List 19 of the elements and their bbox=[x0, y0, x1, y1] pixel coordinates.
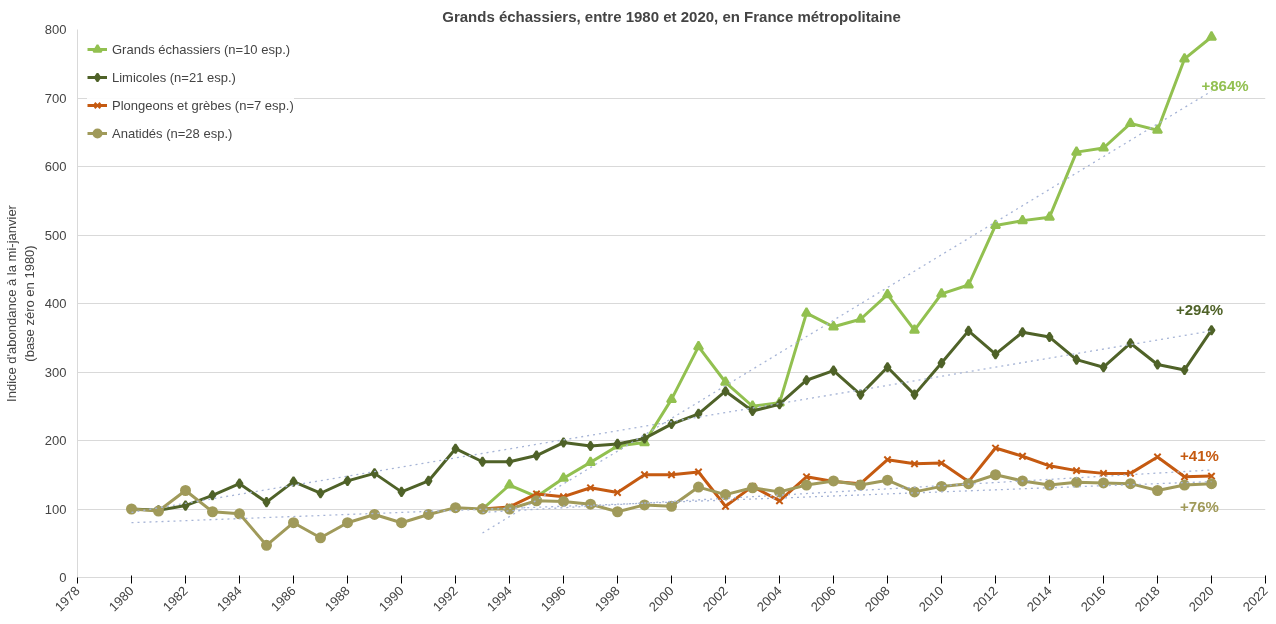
annotation: +76% bbox=[1180, 497, 1219, 515]
annotation: +864% bbox=[1201, 77, 1249, 95]
annotation: +294% bbox=[1175, 301, 1224, 319]
y-tick-label: 0 bbox=[59, 570, 67, 585]
legend-label: Anatidés (n=28 esp.) bbox=[112, 125, 233, 141]
y-tick-label: 200 bbox=[44, 433, 67, 448]
y-tick-label: 500 bbox=[44, 227, 67, 243]
legend-label: Grands échassiers (n=10 esp.) bbox=[112, 41, 291, 57]
chart-title: Grands échassiers, entre 1980 et 2020, en France métropolitaine bbox=[442, 7, 901, 25]
y-tick-label: 300 bbox=[44, 364, 67, 380]
y-tick-label: 800 bbox=[44, 22, 67, 37]
legend-label: Limicoles (n=21 esp.) bbox=[112, 69, 236, 85]
annotation: +41% bbox=[1180, 447, 1219, 465]
y-tick-label: 100 bbox=[44, 501, 67, 517]
y-tick-label: 700 bbox=[44, 90, 67, 106]
legend-label: Plongeons et grèbes (n=7 esp.) bbox=[112, 97, 294, 113]
y-tick-label: 400 bbox=[44, 296, 67, 311]
y-axis-title: Indice d'abondance à la mi-janvier (base zéro en 1980) bbox=[3, 204, 37, 402]
y-tick-label: 600 bbox=[44, 159, 67, 174]
